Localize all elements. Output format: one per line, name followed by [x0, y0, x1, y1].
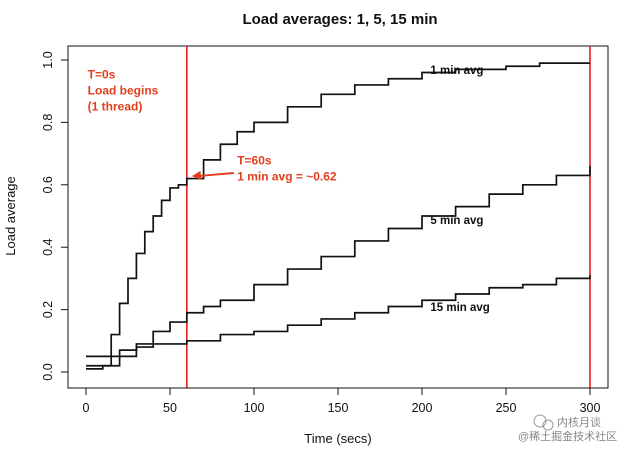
x-tick-label: 0 [83, 401, 90, 415]
annotation-text: T=0s [88, 68, 116, 82]
series-labels: 1 min avg 5 min avg 15 min avg [430, 65, 489, 314]
wechat-icon [533, 414, 554, 431]
y-axis: 0.0 0.2 0.4 0.6 0.8 1.0 [41, 51, 69, 381]
watermark-line2: @稀土掘金技术社区 [518, 429, 617, 443]
y-tick-label: 1.0 [41, 51, 55, 68]
watermark: 内核月谈 @稀土掘金技术社区 [518, 414, 617, 443]
x-tick-label: 250 [496, 401, 517, 415]
x-axis-label: Time (secs) [304, 431, 371, 446]
annotation-text: (1 thread) [88, 100, 143, 114]
x-tick-label: 200 [412, 401, 433, 415]
series-label: 1 min avg [430, 65, 483, 77]
series-lines [86, 62, 591, 370]
y-tick-label: 0.4 [41, 238, 55, 255]
x-tick-label: 50 [163, 401, 177, 415]
annotation-text: T=60s [237, 154, 272, 168]
watermark-line1: 内核月谈 [557, 415, 601, 429]
vertical-markers [186, 46, 591, 388]
y-tick-label: 0.6 [41, 176, 55, 193]
annotation-text: 1 min avg = ~0.62 [237, 170, 337, 184]
annotations: T=0s Load begins (1 thread) T=60s 1 min avg … [88, 68, 337, 184]
annotation-arrowhead [191, 170, 202, 180]
annotation-arrow [197, 171, 234, 178]
y-tick-label: 0.8 [41, 114, 55, 131]
x-tick-label: 150 [328, 401, 349, 415]
chart-title: Load averages: 1, 5, 15 min [242, 11, 437, 28]
y-tick-label: 0.0 [41, 363, 55, 380]
series-label: 15 min avg [430, 302, 489, 314]
x-tick-label: 300 [580, 401, 601, 415]
series-line-2 [86, 275, 591, 358]
y-tick-label: 0.2 [41, 301, 55, 318]
series-line-1 [86, 166, 591, 370]
y-axis-label: Load average [3, 176, 18, 256]
series-line-0 [86, 62, 590, 367]
annotation-text: Load begins [88, 84, 159, 98]
x-axis: 0 50 100 150 200 250 300 [83, 387, 601, 415]
x-tick-label: 100 [244, 401, 265, 415]
series-label: 5 min avg [430, 215, 483, 227]
